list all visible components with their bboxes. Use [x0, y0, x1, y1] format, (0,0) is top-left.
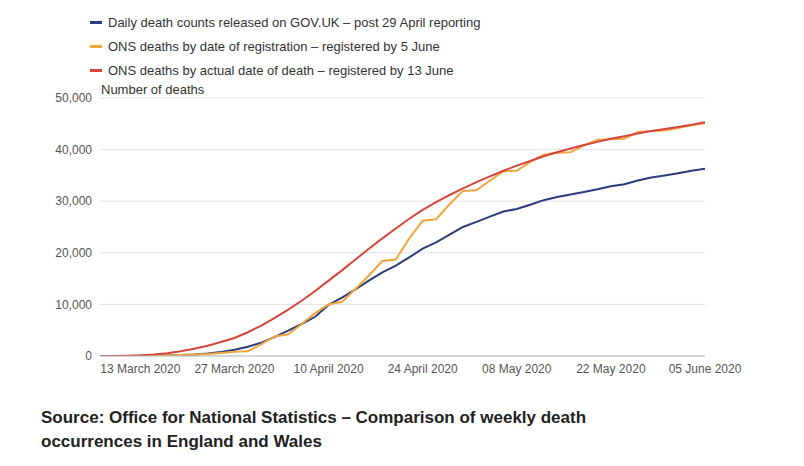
svg-text:50,000: 50,000: [55, 91, 92, 105]
svg-text:05 June 2020: 05 June 2020: [669, 362, 742, 376]
svg-text:24 April 2020: 24 April 2020: [388, 362, 458, 376]
svg-text:08 May 2020: 08 May 2020: [482, 362, 552, 376]
svg-text:30,000: 30,000: [55, 194, 92, 208]
html-text:Daily death counts released on: Daily death counts released on GOV.UK – …: [108, 14, 481, 30]
svg-text:10,000: 10,000: [55, 298, 92, 312]
html-text:ONS deaths by actual date of d: ONS deaths by actual date of death – reg…: [108, 62, 454, 78]
svg-text:22 May 2020: 22 May 2020: [576, 362, 646, 376]
svg-text:13 March 2020: 13 March 2020: [100, 362, 180, 376]
svg-text:27 March 2020: 27 March 2020: [194, 362, 274, 376]
svg-text:0: 0: [85, 349, 92, 363]
html-text:ONS deaths by date of registra: ONS deaths by date of registration – reg…: [108, 38, 440, 54]
svg-text:40,000: 40,000: [55, 143, 92, 157]
svg-text:20,000: 20,000: [55, 246, 92, 260]
html-text:Number of deaths: Number of deaths: [101, 82, 205, 97]
html-text:Source: Office for National St: Source: Office for National Statistics –…: [41, 408, 587, 451]
svg-text:10 April 2020: 10 April 2020: [294, 362, 364, 376]
